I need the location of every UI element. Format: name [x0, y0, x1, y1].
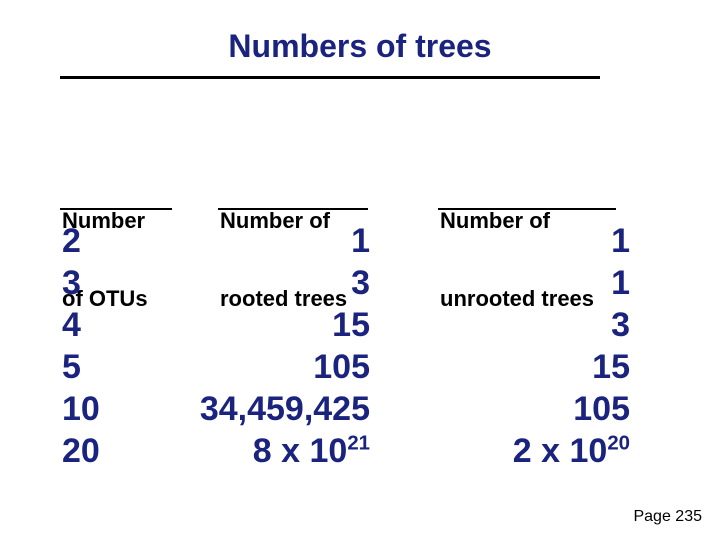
- otu-value: 5: [62, 348, 81, 387]
- unrooted-value: 3: [611, 306, 630, 345]
- otu-value: 2: [62, 222, 81, 261]
- rooted-value: 3: [351, 264, 370, 303]
- col-header-unrooted-line2: unrooted trees: [440, 286, 594, 312]
- col-header-rooted-underline: [218, 208, 368, 210]
- otu-value: 3: [62, 264, 81, 303]
- col-header-rooted: Number of rooted trees: [220, 156, 347, 365]
- col-header-unrooted-underline: [438, 208, 616, 210]
- unrooted-value: 2 x 1020: [513, 432, 630, 471]
- unrooted-value: 1: [611, 222, 630, 261]
- rooted-value: 15: [332, 306, 370, 345]
- otu-value: 4: [62, 306, 81, 345]
- col-header-unrooted-line1: Number of: [440, 208, 594, 234]
- col-header-unrooted: Number of unrooted trees: [440, 156, 594, 365]
- page-number: Page 235: [633, 508, 702, 526]
- rooted-value: 105: [313, 348, 370, 387]
- unrooted-value: 15: [592, 348, 630, 387]
- slide: Numbers of trees Number of OTUs Number o…: [0, 0, 720, 540]
- col-header-otus-underline: [60, 208, 172, 210]
- unrooted-value: 1: [611, 264, 630, 303]
- title-underline: [60, 76, 600, 79]
- col-header-rooted-line2: rooted trees: [220, 286, 347, 312]
- rooted-value: 8 x 1021: [253, 432, 370, 471]
- rooted-value: 1: [351, 222, 370, 261]
- unrooted-value: 105: [573, 390, 630, 429]
- rooted-value: 34,459,425: [200, 390, 370, 429]
- slide-title: Numbers of trees: [0, 28, 720, 65]
- otu-value: 20: [62, 432, 100, 471]
- col-header-rooted-line1: Number of: [220, 208, 347, 234]
- otu-value: 10: [62, 390, 100, 429]
